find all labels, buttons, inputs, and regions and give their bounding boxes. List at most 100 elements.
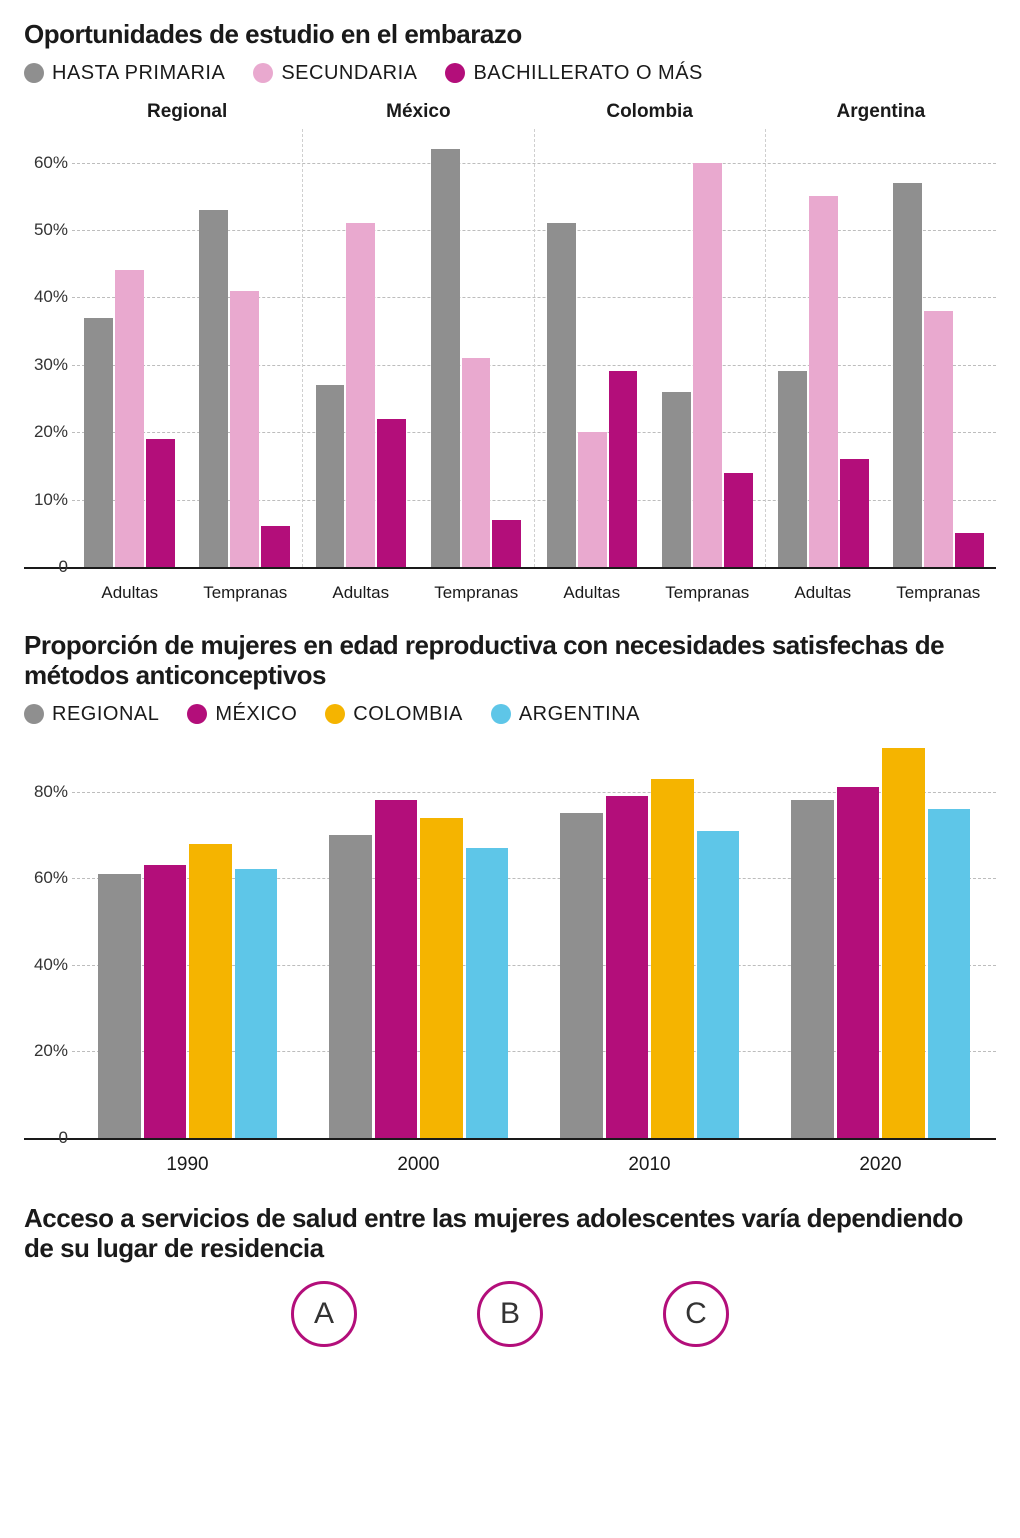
legend-item: COLOMBIA (325, 703, 463, 726)
bar-group (650, 129, 765, 567)
bar (651, 779, 694, 1138)
legend-item: SECUNDARIA (253, 62, 417, 85)
chart1: 010%20%30%40%50%60% RegionalMéxicoColomb… (24, 129, 996, 569)
x-tick-label: Adultas (303, 577, 419, 603)
legend-item: BACHILLERATO O MÁS (445, 62, 702, 85)
bar-group (765, 740, 996, 1138)
y-tick-label: 20% (24, 1041, 68, 1061)
bar (928, 809, 971, 1138)
chart2-legend: REGIONAL MÉXICO COLOMBIA ARGENTINA (24, 703, 996, 726)
circle-badge: A (291, 1281, 357, 1347)
bar (189, 844, 232, 1138)
bar (115, 270, 144, 566)
legend-swatch (24, 704, 44, 724)
bar (98, 874, 141, 1138)
x-tick-label: Adultas (765, 577, 881, 603)
bar-group (72, 740, 303, 1138)
legend-swatch (445, 63, 465, 83)
y-tick-label: 0 (24, 557, 68, 577)
bar (609, 371, 638, 566)
x-tick-label: 2000 (303, 1148, 534, 1176)
x-tick-label: 2020 (765, 1148, 996, 1176)
bar (724, 473, 753, 567)
panel-title: Colombia (535, 101, 765, 123)
bar (230, 291, 259, 567)
x-tick-label: Tempranas (650, 577, 766, 603)
bar-group (303, 129, 418, 567)
x-tick-label: Tempranas (188, 577, 304, 603)
legend-swatch (187, 704, 207, 724)
bar-group (535, 129, 650, 567)
bar (840, 459, 869, 567)
bar (420, 818, 463, 1138)
bar (547, 223, 576, 567)
bar (329, 835, 372, 1138)
y-tick-label: 40% (24, 287, 68, 307)
bar-group (187, 129, 302, 567)
y-tick-label: 60% (24, 153, 68, 173)
legend-swatch (24, 63, 44, 83)
legend-item: ARGENTINA (491, 703, 640, 726)
chart1-panel: Argentina (765, 129, 996, 567)
legend-swatch (325, 704, 345, 724)
section3-title: Acceso a servicios de salud entre las mu… (24, 1204, 996, 1264)
x-tick-label: Tempranas (419, 577, 535, 603)
bar (466, 848, 509, 1138)
panel-title: Argentina (766, 101, 996, 123)
bar (578, 432, 607, 567)
bar (199, 210, 228, 567)
bar (261, 526, 290, 566)
x-tick-label: Tempranas (881, 577, 997, 603)
x-tick-label: 1990 (72, 1148, 303, 1176)
chart2-title: Proporción de mujeres en edad reproducti… (24, 631, 996, 691)
y-tick-label: 30% (24, 355, 68, 375)
bar (431, 149, 460, 567)
bar (606, 796, 649, 1138)
bar (462, 358, 491, 567)
legend-label: BACHILLERATO O MÁS (473, 62, 702, 85)
bar (662, 392, 691, 567)
bar-group (303, 740, 534, 1138)
bar (377, 419, 406, 567)
x-tick-label: Adultas (72, 577, 188, 603)
x-tick-label: 2010 (534, 1148, 765, 1176)
bar (235, 869, 278, 1137)
bar (346, 223, 375, 567)
bar (924, 311, 953, 567)
bar (492, 520, 521, 567)
bar (882, 748, 925, 1137)
x-tick-label: Adultas (534, 577, 650, 603)
bar-group (418, 129, 533, 567)
y-tick-label: 10% (24, 490, 68, 510)
bar (791, 800, 834, 1137)
legend-item: MÉXICO (187, 703, 297, 726)
panel-title: México (303, 101, 533, 123)
legend-swatch (491, 704, 511, 724)
bar (375, 800, 418, 1137)
y-tick-label: 0 (24, 1128, 68, 1148)
y-tick-label: 50% (24, 220, 68, 240)
bar-group (72, 129, 187, 567)
legend-item: HASTA PRIMARIA (24, 62, 225, 85)
chart1-legend: HASTA PRIMARIA SECUNDARIA BACHILLERATO O M… (24, 62, 996, 85)
bar (778, 371, 807, 566)
chart1-panel: México (302, 129, 533, 567)
chart1-title: Oportunidades de estudio en el embarazo (24, 20, 996, 50)
bar-group (534, 740, 765, 1138)
chart2: 020%40%60%80% (24, 740, 996, 1140)
circle-badge: C (663, 1281, 729, 1347)
circles-row: A B C (24, 1281, 996, 1347)
legend-label: HASTA PRIMARIA (52, 62, 225, 85)
bar (84, 318, 113, 567)
bar (837, 787, 880, 1137)
legend-label: REGIONAL (52, 703, 159, 726)
chart1-panel: Colombia (534, 129, 765, 567)
y-tick-label: 40% (24, 955, 68, 975)
legend-label: COLOMBIA (353, 703, 463, 726)
bar (809, 196, 838, 567)
circle-badge: B (477, 1281, 543, 1347)
legend-label: MÉXICO (215, 703, 297, 726)
panel-title: Regional (72, 101, 302, 123)
bar (316, 385, 345, 567)
legend-swatch (253, 63, 273, 83)
